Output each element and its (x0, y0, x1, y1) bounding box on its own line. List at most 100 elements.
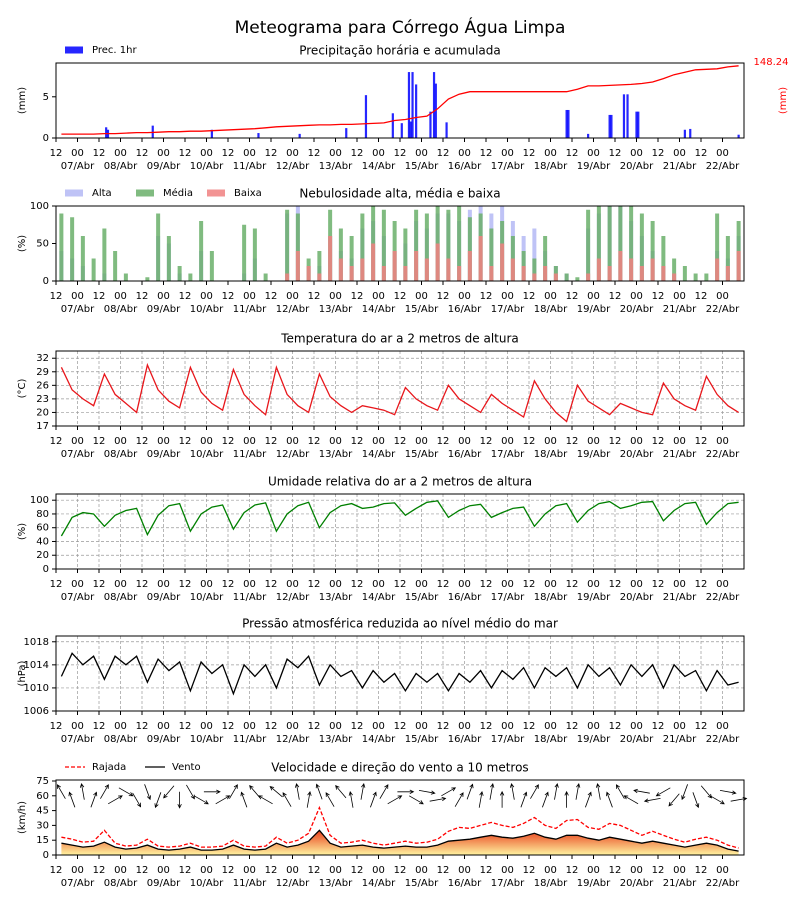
x-tick-label: 12 (695, 436, 708, 447)
bar (252, 228, 257, 281)
date-label: 21/Abr (663, 592, 697, 603)
bar (622, 94, 626, 138)
x-tick-label: 12 (93, 721, 106, 732)
bar (629, 206, 634, 281)
date-label: 14/Abr (362, 592, 396, 603)
area (61, 830, 739, 855)
date-label: 20/Abr (620, 304, 654, 315)
x-tick-label: 12 (93, 148, 106, 159)
date-label: 11/Abr (233, 592, 267, 603)
x-tick-label: 00 (286, 579, 299, 590)
date-label: 09/Abr (147, 449, 181, 460)
wind-arrow (643, 798, 661, 803)
wind-arrow (379, 784, 389, 799)
date-label: 18/Abr (534, 449, 568, 460)
x-tick-label: 00 (157, 148, 170, 159)
wind-arrow (315, 783, 323, 800)
wind-arrow (257, 795, 273, 805)
y-tick-label: 0 (43, 850, 49, 861)
wind-arrow (668, 793, 680, 807)
x-tick-label: 00 (587, 291, 600, 302)
bar (345, 128, 348, 138)
date-label: 19/Abr (577, 878, 611, 889)
x-tick-label: 12 (222, 865, 235, 876)
legend-label: Baixa (234, 188, 262, 199)
x-tick-label: 12 (437, 865, 450, 876)
date-label: 13/Abr (319, 161, 353, 172)
x-tick-label: 00 (286, 148, 299, 159)
y-axis-label: (km/h) (17, 801, 28, 834)
wind-arrow (68, 791, 76, 808)
x-tick-label: 00 (200, 436, 213, 447)
x-tick-label: 12 (136, 721, 149, 732)
x-tick-label: 00 (415, 291, 428, 302)
x-tick-label: 00 (501, 436, 514, 447)
bar (317, 273, 322, 281)
bar (263, 273, 268, 281)
bar (424, 258, 429, 281)
date-label: 12/Abr (276, 592, 310, 603)
date-label: 15/Abr (405, 878, 439, 889)
bar (70, 217, 75, 281)
x-tick-label: 00 (329, 148, 342, 159)
x-tick-label: 12 (179, 291, 192, 302)
x-tick-label: 00 (630, 291, 643, 302)
date-label: 17/Abr (491, 592, 525, 603)
date-label: 15/Abr (405, 161, 439, 172)
date-label: 21/Abr (663, 161, 697, 172)
wind-arrow (564, 790, 569, 808)
x-tick-label: 00 (157, 865, 170, 876)
bar (607, 206, 612, 281)
legend-swatch (207, 189, 225, 197)
x-tick-label: 12 (222, 579, 235, 590)
x-tick-label: 12 (437, 291, 450, 302)
x-tick-label: 12 (523, 721, 536, 732)
date-label: 12/Abr (276, 304, 310, 315)
bar (457, 206, 462, 281)
date-label: 21/Abr (663, 878, 697, 889)
panel-title: Velocidade e direção do vento a 10 metro… (271, 761, 528, 775)
x-tick-label: 00 (415, 579, 428, 590)
x-tick-label: 00 (544, 436, 557, 447)
date-label: 22/Abr (706, 734, 740, 745)
date-label: 16/Abr (448, 449, 482, 460)
x-tick-label: 12 (523, 865, 536, 876)
date-label: 15/Abr (405, 304, 439, 315)
x-tick-label: 00 (114, 291, 127, 302)
bar (414, 209, 419, 281)
x-tick-label: 00 (673, 148, 686, 159)
y-tick-label: 0 (43, 133, 49, 144)
bar (661, 266, 666, 281)
date-label: 12/Abr (276, 161, 310, 172)
bar (607, 266, 612, 281)
bar (414, 251, 419, 281)
x-tick-label: 00 (673, 291, 686, 302)
x-tick-label: 00 (501, 865, 514, 876)
bar (575, 277, 580, 281)
bar (445, 122, 448, 138)
x-tick-label: 00 (71, 579, 84, 590)
x-tick-label: 12 (695, 865, 708, 876)
date-label: 09/Abr (147, 592, 181, 603)
x-tick-label: 00 (716, 865, 729, 876)
bar (434, 83, 437, 138)
x-tick-label: 00 (544, 579, 557, 590)
bar (381, 209, 386, 281)
x-tick-label: 00 (157, 721, 170, 732)
bar (400, 123, 403, 138)
bar (608, 114, 611, 138)
date-label: 20/Abr (620, 734, 654, 745)
bar (567, 109, 570, 138)
wind-arrow (681, 784, 688, 801)
bar (209, 251, 214, 281)
x-tick-label: 00 (372, 721, 385, 732)
x-tick-label: 12 (222, 436, 235, 447)
date-label: 14/Abr (362, 878, 396, 889)
date-label: 07/Abr (61, 734, 95, 745)
wind-arrow (466, 783, 474, 800)
y-tick-label: 0 (43, 564, 49, 575)
date-label: 18/Abr (534, 592, 568, 603)
date-label: 16/Abr (448, 304, 482, 315)
x-tick-label: 12 (179, 579, 192, 590)
x-tick-label: 00 (71, 148, 84, 159)
